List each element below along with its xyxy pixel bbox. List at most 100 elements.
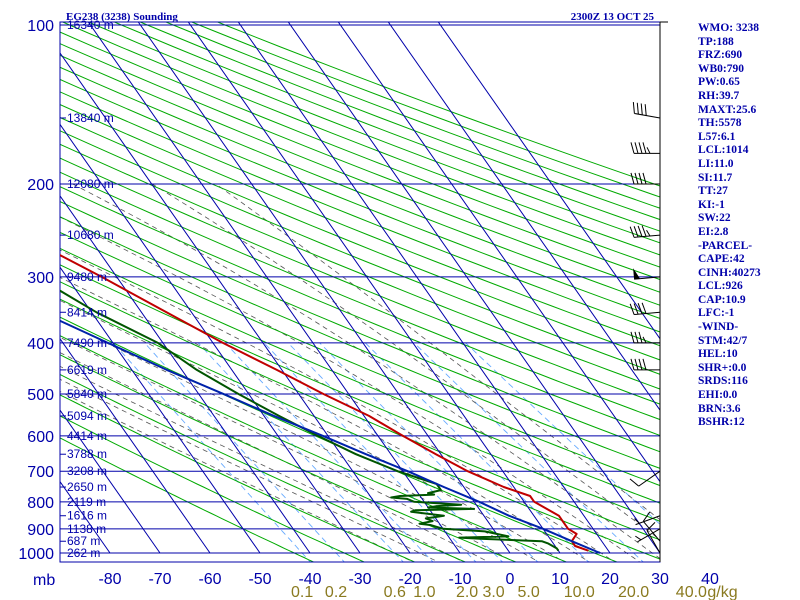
isobars <box>59 21 661 563</box>
index-28: BRN:3.6 <box>698 402 741 415</box>
dry-adiabat-line <box>60 54 660 293</box>
dry-adiabat-line <box>60 78 660 319</box>
height-label: 262 m <box>67 546 100 560</box>
temperature-tick-label: -70 <box>148 571 171 588</box>
wind-barb-feather <box>633 303 639 315</box>
wind-barb-feather <box>641 225 647 237</box>
index-12: TT:27 <box>698 185 728 198</box>
wind-profile <box>629 21 668 562</box>
wind-barb-feather <box>636 102 639 115</box>
wind-barb-pennant <box>633 268 641 280</box>
index-17: CAPE:42 <box>698 253 745 266</box>
height-label: 3208 m <box>67 464 107 478</box>
wind-barb-shaft <box>637 528 661 543</box>
wind-barb-shaft <box>638 470 661 487</box>
height-label: 8414 m <box>67 305 107 319</box>
mixing-ratio-line <box>263 342 477 562</box>
mixing-ratio-label: 0.1 <box>291 584 313 600</box>
wind-barb-feather <box>642 172 647 185</box>
dry-adiabat-line <box>60 31 660 268</box>
pressure-tick-label: 200 <box>27 177 54 194</box>
wind-barb-feather <box>634 358 639 371</box>
dry-adiabat-line <box>60 373 467 562</box>
wind-barb-feather <box>640 103 643 115</box>
index-6: MAXT:25.6 <box>698 103 757 116</box>
wind-barb-feather <box>633 226 639 238</box>
wind-barb-feather <box>642 142 647 154</box>
dry-adiabat-line <box>60 186 660 437</box>
mixing-ratio-line <box>113 342 311 562</box>
index-11: SI:11.7 <box>698 171 733 184</box>
dry-adiabat-line <box>60 200 660 453</box>
mixing-ratio-unit: g/kg <box>707 584 737 600</box>
wind-barb-feather <box>630 142 635 154</box>
wind-barb <box>633 268 661 280</box>
chart-valid-time: 2300Z 13 OCT 25 <box>571 11 655 23</box>
height-label: 6619 m <box>67 363 107 377</box>
height-label: 5840 m <box>67 387 107 401</box>
isotherm-line <box>60 409 161 554</box>
index-5: RH:39.7 <box>698 89 740 102</box>
height-label: 3788 m <box>67 447 107 461</box>
wind-barb-feather <box>644 104 647 116</box>
wind-barb-feather <box>646 230 651 237</box>
temperature-tick-label: -50 <box>248 571 271 588</box>
dry-adiabat-line <box>60 157 660 405</box>
moist-adiabat-line <box>60 319 540 562</box>
dry-adiabat-line <box>60 216 660 469</box>
dry-adiabat-line <box>60 394 416 562</box>
dry-adiabat-line <box>60 66 660 306</box>
wind-barb-feather <box>638 358 643 371</box>
sounding-series <box>60 254 601 554</box>
dry-adiabat-line <box>60 116 660 361</box>
index-18: CINH:40273 <box>698 266 761 279</box>
index-15: EI:2.8 <box>698 225 729 238</box>
wind-barb-shaft <box>646 530 661 554</box>
dry-adiabat-line <box>60 43 660 281</box>
wind-barb-shaft <box>634 311 661 316</box>
wind-barb-feather <box>637 225 643 237</box>
dry-adiabat-line <box>60 91 660 333</box>
index-16: -PARCEL- <box>698 239 753 252</box>
dry-adiabat-line <box>60 298 660 560</box>
temperature-tick-label: -20 <box>398 571 421 588</box>
dry-adiabat-line <box>60 335 568 562</box>
temperature-tick-label: -60 <box>198 571 221 588</box>
height-label: 12080 m <box>67 177 114 191</box>
wind-barb-feather <box>634 172 639 185</box>
pressure-tick-label: 900 <box>27 522 54 539</box>
moist-adiabat-line <box>72 183 660 560</box>
height-label: 13840 m <box>67 111 114 125</box>
wind-barb-feather <box>638 172 643 185</box>
wind-barb <box>632 102 661 119</box>
temperature-tick-label: 20 <box>601 571 619 588</box>
mixing-ratio-line <box>465 342 660 525</box>
wind-barb-feather <box>642 336 647 344</box>
wind-barb <box>635 528 661 543</box>
temperature-tick-label: -10 <box>448 571 471 588</box>
isotherm-line <box>60 337 211 554</box>
height-label: 1616 m <box>67 509 107 523</box>
wind-barb-feather <box>635 535 642 541</box>
temperature-tick-label: 0 <box>506 571 515 588</box>
index-7: TH:5578 <box>698 117 742 130</box>
wind-barb <box>630 358 660 371</box>
mixing-ratio-label: 0.2 <box>325 584 347 600</box>
temperature-tick-label: -80 <box>98 571 121 588</box>
wind-barb-feather <box>632 102 635 114</box>
wind-barb-feather <box>629 303 635 315</box>
pressure-tick-label: 600 <box>27 429 54 446</box>
mixing-ratio-label: 20.0 <box>618 584 649 600</box>
mixing-ratio-line <box>144 342 345 562</box>
pressure-tick-label: 500 <box>27 387 54 404</box>
index-26: SRDS:116 <box>698 375 748 388</box>
height-label: 5094 m <box>67 409 107 423</box>
index-3: WB0:790 <box>698 62 744 75</box>
dry-adiabat-line <box>60 281 660 541</box>
wind-barb-shaft <box>634 112 661 119</box>
wind-barb-feather <box>629 478 640 487</box>
index-2: FRZ:690 <box>698 49 743 62</box>
wind-barb-feather <box>646 147 651 154</box>
